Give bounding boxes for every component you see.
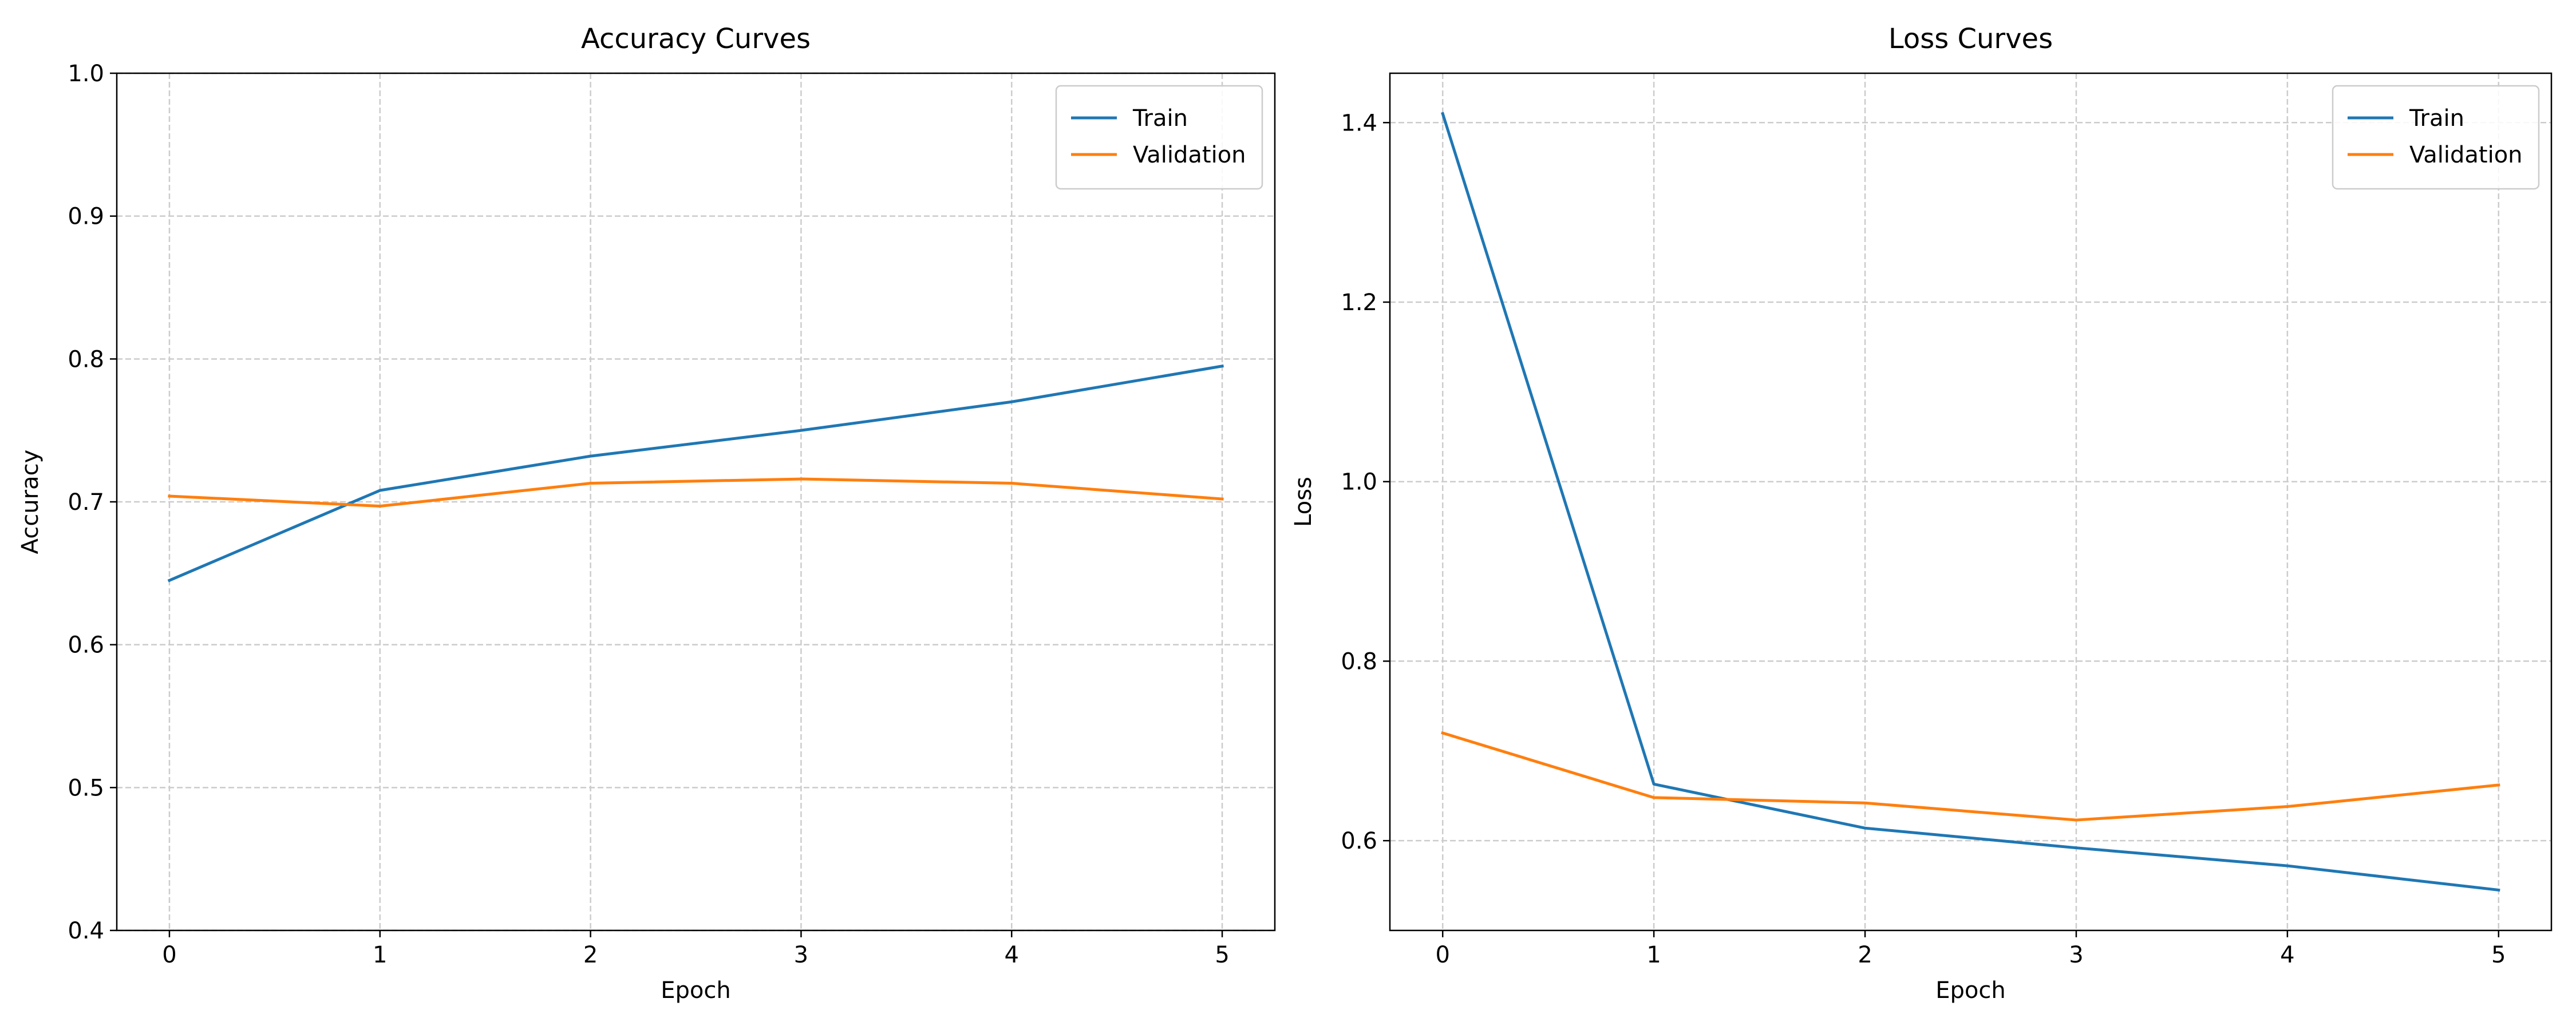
x-axis-label: Epoch <box>1935 977 2005 1004</box>
plot-frame <box>1389 72 2553 932</box>
y-tick-label: 0.8 <box>1341 648 1377 675</box>
y-tick-label: 0.6 <box>68 632 104 659</box>
y-tick-label: 0.6 <box>1341 828 1377 854</box>
legend-label-train: Train <box>1132 105 1188 132</box>
x-axis-label: Epoch <box>661 977 730 1004</box>
y-tick-label: 0.8 <box>68 346 104 373</box>
x-tick-label: 4 <box>1005 942 1019 968</box>
series-line-validation <box>168 477 1224 508</box>
x-tick-label: 1 <box>1646 942 1661 968</box>
x-tick-label: 0 <box>162 942 176 968</box>
legend: Train Validation <box>2332 85 2540 190</box>
chart-panel-2: 0 1 2 3 4 5 0.6 0.8 1.0 1.2 1.4 Loss Curves Epoch Los… <box>1290 23 2553 1004</box>
chart-panel-1: 0 1 2 3 4 5 0.4 0.5 0.6 0.7 0.8 0.9 1.0 Accuracy Curv… <box>17 23 1276 1004</box>
legend: Train Validation <box>1055 85 1263 190</box>
y-tick-label: 0.5 <box>68 775 104 801</box>
x-tick-label: 2 <box>1858 942 1872 968</box>
legend-label-validation: Validation <box>1133 142 1246 168</box>
x-tick-label: 0 <box>1436 942 1450 968</box>
x-tick-label: 4 <box>2280 942 2294 968</box>
legend-label-validation: Validation <box>2409 142 2523 168</box>
y-tick-label: 0.9 <box>68 204 104 230</box>
chart-title: Accuracy Curves <box>581 23 811 55</box>
x-tick-label: 1 <box>373 942 387 968</box>
legend-box <box>2332 85 2540 190</box>
legend-box <box>1055 85 1263 190</box>
series-line-train <box>1441 112 2500 892</box>
x-tick-label: 2 <box>583 942 598 968</box>
x-tick-label: 5 <box>2491 942 2506 968</box>
series-line-validation <box>1441 731 2500 822</box>
y-tick-label: 1.0 <box>68 61 104 87</box>
y-axis-label: Accuracy <box>17 450 44 554</box>
x-tick-label: 3 <box>794 942 808 968</box>
legend-label-train: Train <box>2409 105 2464 132</box>
y-tick-label: 1.0 <box>1341 469 1377 496</box>
y-tick-label: 1.4 <box>1341 110 1377 136</box>
y-tick-label: 0.4 <box>68 918 104 944</box>
x-tick-label: 5 <box>1215 942 1229 968</box>
y-tick-label: 0.7 <box>68 489 104 516</box>
series-line-train <box>167 364 1224 583</box>
y-axis-label: Loss <box>1290 477 1317 527</box>
chart-title: Loss Curves <box>1888 23 2053 55</box>
y-tick-label: 1.2 <box>1341 290 1377 316</box>
x-tick-label: 3 <box>2069 942 2083 968</box>
